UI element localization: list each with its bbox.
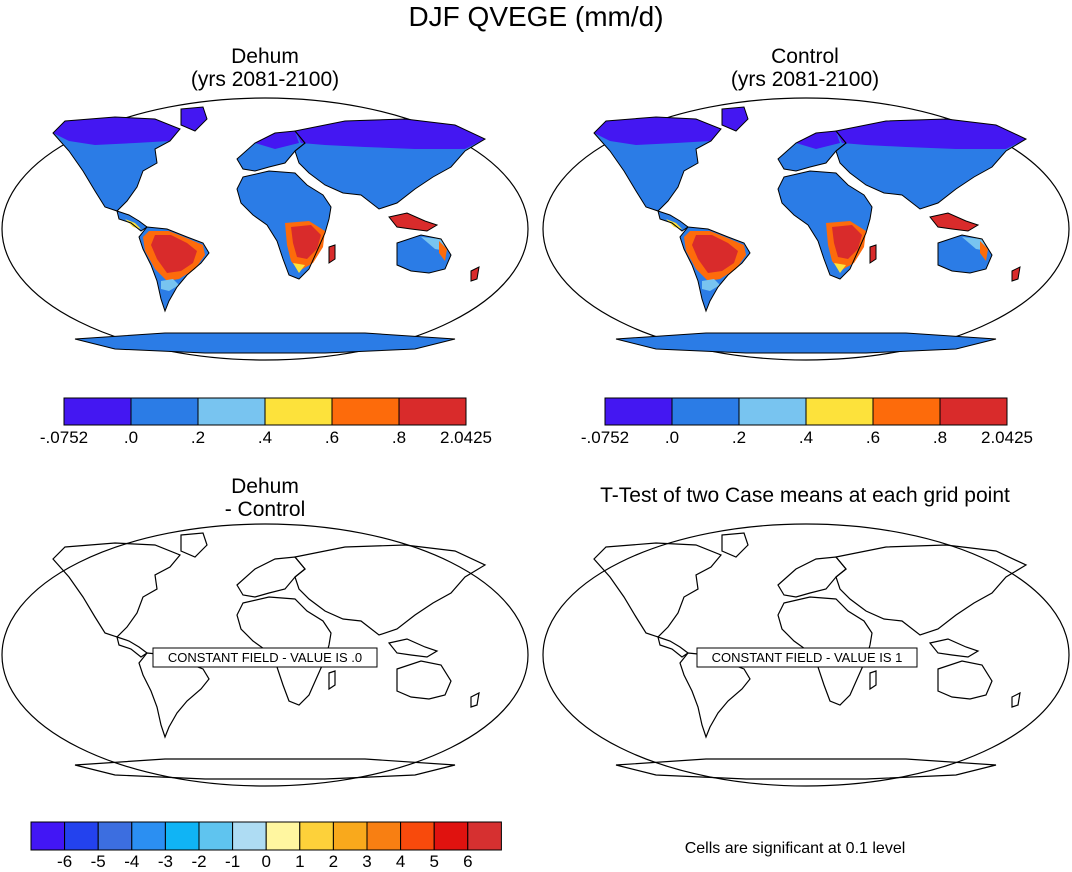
- colorbar-swatch: [805, 397, 874, 426]
- colorbar-swatch: [671, 397, 740, 426]
- colorbar-tick-label: .8: [391, 428, 407, 447]
- colorbar-difference: [30, 821, 502, 851]
- colorbar-labels-difference: -6 -5 -4 -3 -2 -1 0 1 2 3 4 5 6: [0, 852, 1072, 871]
- colorbar-tick-label: -5: [90, 852, 106, 871]
- colorbar-swatch: [64, 821, 99, 851]
- colorbar-labels-control: -.0752 .0 .2 .4 .6 .8 2.0425: [0, 428, 1072, 450]
- panel-title-line1: Dehum: [231, 45, 299, 68]
- colorbar-swatch: [400, 821, 435, 851]
- panel-title-line1: Control: [771, 45, 839, 68]
- colorbar-tick-label: 2.0425: [440, 428, 492, 447]
- colorbar-swatch: [738, 397, 807, 426]
- colorbar-tick-label: -3: [157, 852, 173, 871]
- colorbar-swatch: [131, 821, 166, 851]
- colorbar-tick-label: .8: [932, 428, 948, 447]
- map-control: [542, 97, 1070, 361]
- constant-field-text: CONSTANT FIELD - VALUE IS 1: [712, 650, 903, 665]
- colorbar-swatch: [299, 821, 334, 851]
- colorbar-swatch: [30, 821, 66, 851]
- significance-note: Cells are significant at 0.1 level: [684, 840, 906, 857]
- panel-title-ttest: T-Test of two Case means at each grid po…: [540, 484, 1070, 507]
- colorbar-swatch: [130, 397, 199, 426]
- colorbar-swatch: [939, 397, 1008, 426]
- colorbar-swatch: [63, 397, 132, 426]
- colorbar-swatch: [264, 397, 333, 426]
- colorbar-tick-label: .4: [798, 428, 814, 447]
- colorbar-tick-label: .4: [257, 428, 273, 447]
- panel-title-line2: (yrs 2081-2100): [730, 68, 880, 91]
- colorbar-swatch: [331, 397, 400, 426]
- colorbar-labels-dehum: -.0752 .0 .2 .4 .6 .8 2.0425: [0, 428, 1072, 450]
- constant-field-text: CONSTANT FIELD - VALUE IS .0: [168, 650, 362, 665]
- panel-title-dehum: Dehum (yrs 2081-2100): [100, 45, 430, 91]
- colorbar-swatch: [467, 821, 502, 851]
- colorbar-swatch: [604, 397, 673, 426]
- colorbar-swatch: [198, 821, 234, 851]
- colorbar-control: [604, 397, 1008, 426]
- panel-title-line1: T-Test of two Case means at each grid po…: [600, 484, 1010, 507]
- colorbar-tick-label: .6: [324, 428, 340, 447]
- colorbar-swatch: [164, 821, 200, 851]
- colorbar-tick-label: -6: [57, 852, 73, 871]
- colorbar-tick-label: .6: [865, 428, 881, 447]
- map-dehum: [1, 97, 529, 361]
- colorbar-swatch: [265, 821, 301, 851]
- colorbar-tick-label: 4: [395, 852, 406, 871]
- panel-title-diff: Dehum - Control: [100, 475, 430, 521]
- figure-title: DJF QVEGE (mm/d): [408, 1, 664, 32]
- panel-title-line2: - Control: [224, 498, 306, 521]
- colorbar-tick-label: .2: [731, 428, 747, 447]
- colorbar-tick-label: 2: [328, 852, 339, 871]
- colorbar-tick-label: .0: [664, 428, 680, 447]
- colorbar-tick-label: -2: [191, 852, 207, 871]
- colorbar-tick-label: 0: [261, 852, 271, 871]
- colorbar-tick-label: .2: [190, 428, 206, 447]
- colorbar-tick-label: .0: [123, 428, 139, 447]
- colorbar-swatch: [97, 821, 133, 851]
- colorbar-tick-label: -1: [225, 852, 241, 871]
- colorbar-swatch: [398, 397, 467, 426]
- colorbar-swatch: [872, 397, 941, 426]
- colorbar-tick-label: 2.0425: [981, 428, 1033, 447]
- colorbar-swatch: [433, 821, 469, 851]
- colorbar-tick-label: -4: [124, 852, 140, 871]
- colorbar-tick-label: 3: [362, 852, 372, 871]
- panel-title-control: Control (yrs 2081-2100): [640, 45, 970, 91]
- constant-field-box-diff: CONSTANT FIELD - VALUE IS .0: [152, 647, 378, 668]
- colorbar-swatch: [332, 821, 368, 851]
- panel-title-line2: (yrs 2081-2100): [190, 68, 340, 91]
- colorbar-dehum: [63, 397, 467, 426]
- colorbar-swatch: [232, 821, 267, 851]
- colorbar-tick-label: 1: [295, 852, 305, 871]
- colorbar-tick-label: 6: [463, 852, 473, 871]
- colorbar-tick-label: 5: [429, 852, 439, 871]
- colorbar-swatch: [197, 397, 266, 426]
- colorbar-swatch: [366, 821, 402, 851]
- constant-field-box-ttest: CONSTANT FIELD - VALUE IS 1: [696, 647, 918, 668]
- colorbar-tick-label: -.0752: [580, 428, 630, 447]
- panel-title-line1: Dehum: [231, 475, 299, 498]
- colorbar-tick-label: -.0752: [39, 428, 89, 447]
